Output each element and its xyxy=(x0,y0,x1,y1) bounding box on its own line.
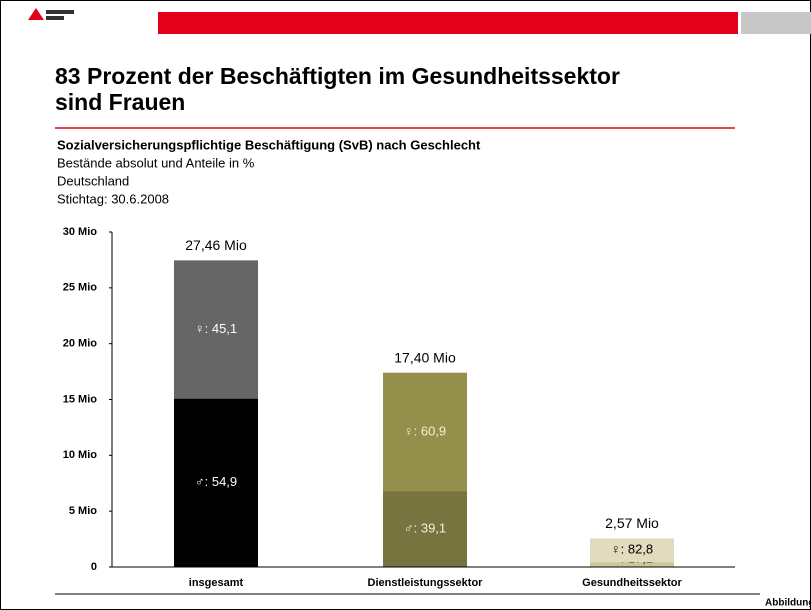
y-tick-label: 10 Mio xyxy=(63,449,98,461)
bar-segment xyxy=(383,372,467,492)
share-label: ♀: 82,8 xyxy=(611,542,653,557)
footer-caption: Abbildung xyxy=(765,598,811,609)
bar-segment xyxy=(174,398,258,567)
chart-subtitle: Deutschland xyxy=(57,173,129,188)
header-gray-box xyxy=(741,12,811,34)
y-tick-label: 25 Mio xyxy=(63,282,98,294)
total-label: 2,57 Mio xyxy=(605,515,659,531)
y-tick-label: 0 xyxy=(91,561,97,573)
x-tick-label: Dienstleistungssektor xyxy=(368,577,484,589)
share-label: ♀: 45,1 xyxy=(195,321,237,336)
logo xyxy=(28,8,74,20)
y-tick-label: 20 Mio xyxy=(63,338,98,350)
bar-segment xyxy=(174,260,258,399)
slide-title: 83 Prozent der Beschäftigten im Gesundhe… xyxy=(55,63,620,89)
bar-segment xyxy=(590,538,674,563)
share-label: ♀: 60,9 xyxy=(404,423,446,438)
share-label: ♂: 39,1 xyxy=(404,520,446,535)
total-label: 27,46 Mio xyxy=(185,237,247,253)
share-label: ♂: 54,9 xyxy=(195,474,237,489)
chart-subtitle: Bestände absolut und Anteile in % xyxy=(57,155,255,170)
total-label: 17,40 Mio xyxy=(394,349,456,365)
chart-title: Sozialversicherungspflichtige Beschäftig… xyxy=(57,137,481,152)
x-tick-label: insgesamt xyxy=(189,577,244,589)
bar-segment xyxy=(383,491,467,567)
chart-subtitle: Stichtag: 30.6.2008 xyxy=(57,191,169,206)
y-tick-label: 5 Mio xyxy=(69,505,97,517)
bar-segment xyxy=(590,562,674,567)
y-tick-label: 15 Mio xyxy=(63,393,98,405)
header-bar xyxy=(158,12,738,34)
slide-title: sind Frauen xyxy=(55,89,185,115)
y-tick-label: 30 Mio xyxy=(63,226,98,238)
x-tick-label: Gesundheitssektor xyxy=(582,577,682,589)
